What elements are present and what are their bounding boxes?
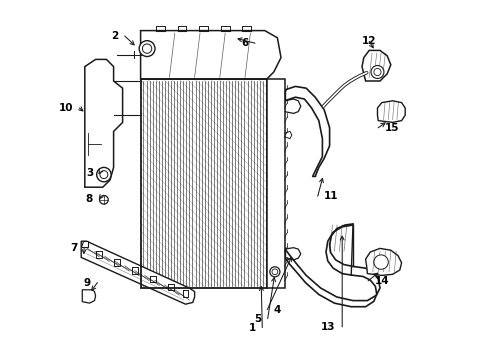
Polygon shape bbox=[362, 50, 391, 81]
Polygon shape bbox=[81, 241, 195, 304]
Text: 9: 9 bbox=[84, 278, 91, 288]
Circle shape bbox=[100, 171, 108, 179]
Text: 2: 2 bbox=[111, 31, 118, 41]
Text: 11: 11 bbox=[324, 191, 339, 201]
Polygon shape bbox=[285, 99, 301, 113]
Circle shape bbox=[99, 195, 108, 204]
Polygon shape bbox=[141, 31, 281, 79]
Text: 1: 1 bbox=[248, 323, 256, 333]
Polygon shape bbox=[85, 59, 122, 187]
Text: 5: 5 bbox=[254, 314, 261, 324]
Circle shape bbox=[371, 66, 384, 78]
Circle shape bbox=[97, 167, 111, 182]
Polygon shape bbox=[82, 290, 96, 303]
Circle shape bbox=[143, 44, 152, 53]
Text: 3: 3 bbox=[86, 168, 93, 178]
Text: 12: 12 bbox=[362, 36, 376, 46]
Bar bbox=[267, 79, 285, 288]
Bar bbox=[141, 79, 267, 288]
Polygon shape bbox=[81, 241, 88, 247]
Polygon shape bbox=[285, 248, 301, 260]
Text: 15: 15 bbox=[385, 123, 399, 133]
Circle shape bbox=[374, 68, 381, 76]
Text: 8: 8 bbox=[86, 194, 93, 204]
Circle shape bbox=[374, 255, 388, 269]
Text: 7: 7 bbox=[70, 243, 77, 253]
Bar bbox=[141, 79, 267, 288]
Text: 4: 4 bbox=[274, 305, 281, 315]
Polygon shape bbox=[366, 248, 402, 275]
Text: 14: 14 bbox=[374, 276, 389, 286]
Circle shape bbox=[270, 267, 280, 277]
Circle shape bbox=[139, 41, 155, 57]
Circle shape bbox=[272, 269, 278, 275]
Text: 13: 13 bbox=[321, 322, 336, 332]
Polygon shape bbox=[377, 101, 405, 122]
Text: 6: 6 bbox=[242, 38, 248, 48]
Text: 10: 10 bbox=[58, 103, 73, 113]
